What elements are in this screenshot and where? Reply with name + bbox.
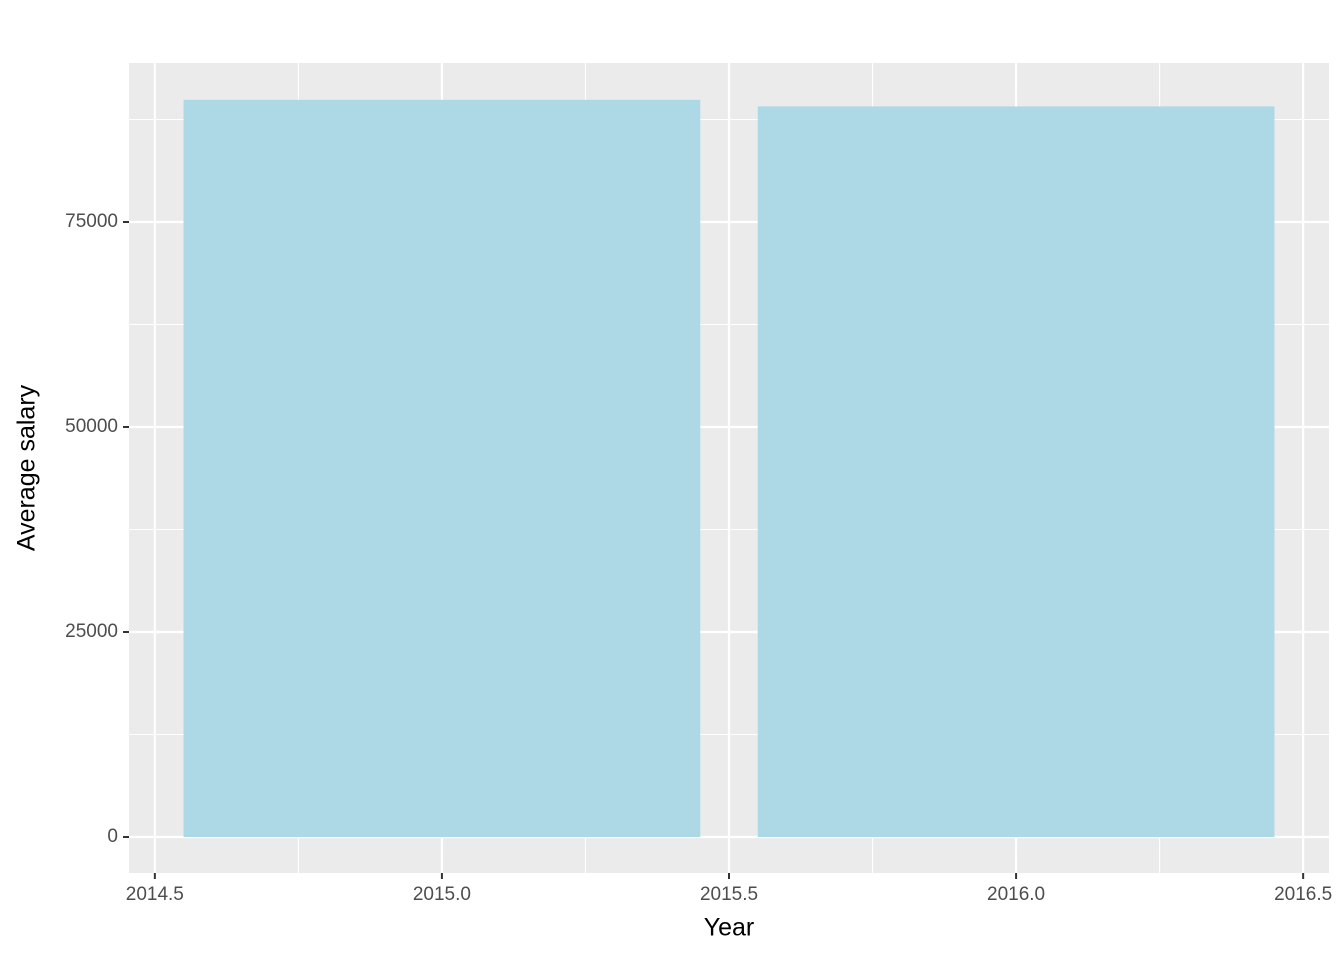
x-tick-label: 2016.0	[987, 884, 1045, 905]
y-tick-label: 50000	[65, 416, 118, 437]
x-tick-label: 2016.5	[1274, 884, 1332, 905]
x-tick-label: 2014.5	[126, 884, 184, 905]
y-tick-label: 0	[107, 826, 118, 847]
x-axis-title: Year	[704, 914, 755, 942]
y-tick-label: 75000	[65, 211, 118, 232]
y-tick-label: 25000	[65, 621, 118, 642]
x-tick-label: 2015.0	[413, 884, 471, 905]
y-axis-title: Average salary	[13, 384, 41, 551]
bar	[757, 106, 1275, 838]
x-tick-label: 2015.5	[700, 884, 758, 905]
bar	[183, 99, 701, 838]
